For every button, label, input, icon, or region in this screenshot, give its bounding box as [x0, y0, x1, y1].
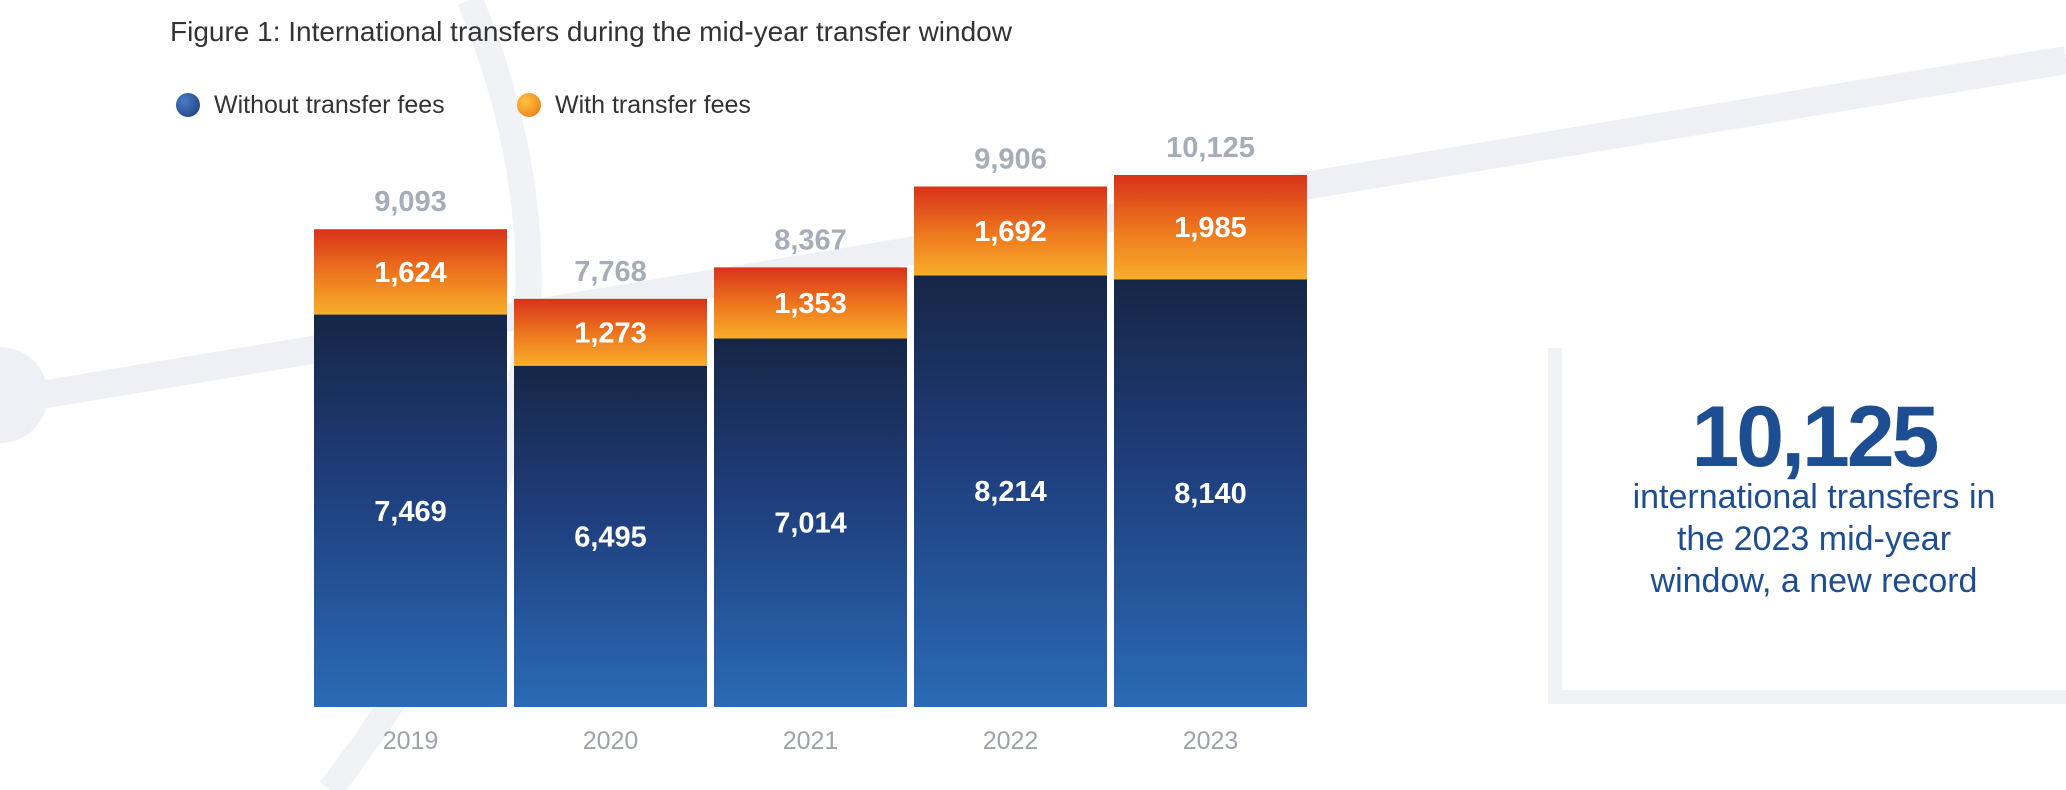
data-label-without-fees-2023: 8,140 — [1174, 478, 1247, 510]
legend-dot-with-fees-icon — [517, 93, 541, 117]
legend-item-with-fees: With transfer fees — [517, 88, 751, 122]
legend-label-with-fees: With transfer fees — [555, 90, 751, 119]
data-label-with-fees-2020: 1,273 — [574, 317, 647, 349]
x-tick-label-2019: 2019 — [383, 727, 439, 755]
bar-with-fees-2021 — [714, 267, 907, 339]
bar-with-fees-2020 — [514, 298, 707, 366]
x-tick-label-2022: 2022 — [983, 727, 1039, 755]
data-label-without-fees-2020: 6,495 — [574, 521, 647, 553]
data-label-with-fees-2023: 1,985 — [1174, 212, 1247, 244]
bar-without-fees-2021 — [714, 338, 907, 707]
total-label-2023: 10,125 — [1166, 132, 1255, 164]
total-label-2020: 7,768 — [574, 256, 647, 288]
data-label-without-fees-2021: 7,014 — [774, 508, 847, 540]
bar-with-fees-2019 — [314, 229, 507, 315]
x-tick-label-2023: 2023 — [1183, 727, 1239, 755]
highlight-callout: 10,125 international transfers in the 20… — [1548, 348, 2066, 704]
chart-title: Figure 1: International transfers during… — [170, 16, 1012, 47]
bar-without-fees-2020 — [514, 365, 707, 707]
legend-item-without-fees: Without transfer fees — [176, 88, 445, 122]
data-label-with-fees-2019: 1,624 — [374, 257, 447, 289]
data-label-without-fees-2022: 8,214 — [974, 476, 1047, 508]
legend-dot-without-fees-icon — [176, 93, 200, 117]
total-label-2019: 9,093 — [374, 186, 447, 218]
x-tick-label-2021: 2021 — [783, 727, 839, 755]
bar-with-fees-2023 — [1114, 175, 1307, 280]
data-label-with-fees-2022: 1,692 — [974, 216, 1047, 248]
data-label-with-fees-2021: 1,353 — [774, 288, 847, 320]
x-tick-label-2020: 2020 — [583, 727, 639, 755]
bar-without-fees-2023 — [1114, 279, 1307, 707]
bar-with-fees-2022 — [914, 186, 1107, 276]
total-label-2021: 8,367 — [774, 224, 847, 256]
bar-without-fees-2022 — [914, 275, 1107, 707]
bar-without-fees-2019 — [314, 314, 507, 707]
total-label-2022: 9,906 — [974, 144, 1047, 176]
callout-number: 10,125 — [1691, 389, 1939, 485]
legend-label-without-fees: Without transfer fees — [214, 90, 445, 119]
callout-text: international transfers in the 2023 mid-… — [1632, 478, 1996, 600]
data-label-without-fees-2019: 7,469 — [374, 496, 447, 528]
